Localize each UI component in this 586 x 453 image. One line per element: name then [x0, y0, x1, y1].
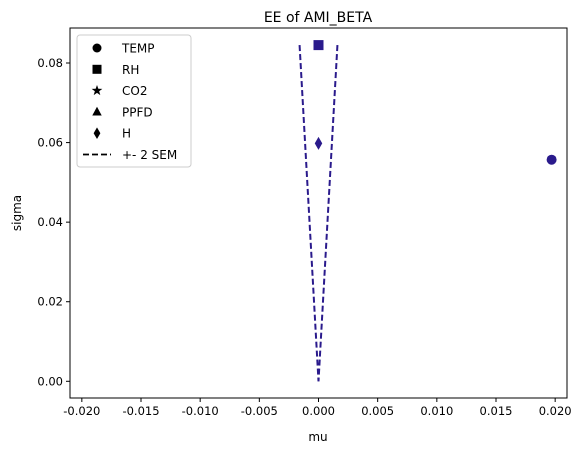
x-tick-label: -0.005 [241, 404, 278, 418]
x-tick-label: -0.015 [122, 404, 159, 418]
legend-marker-rh [92, 64, 102, 74]
plot-frame [69, 27, 568, 399]
legend-label: TEMP [121, 42, 155, 56]
legend: TEMP RH CO2 PPFD H +- 2 SEM [76, 34, 192, 168]
x-tick-label: -0.010 [182, 404, 219, 418]
x-tick-label: 0.000 [302, 404, 335, 418]
y-axis-label: sigma [10, 195, 24, 231]
legend-box [76, 34, 192, 168]
legend-marker-co2 [91, 84, 103, 96]
legend-label: H [122, 127, 131, 141]
x-tick-label: -0.020 [63, 404, 100, 418]
y-tick-label: 0.00 [37, 374, 63, 388]
x-tick-label: 0.015 [480, 404, 513, 418]
legend-marker-temp [92, 43, 102, 53]
data-point-temp [546, 154, 557, 165]
x-tick-label: 0.020 [539, 404, 572, 418]
y-tick-label: 0.08 [37, 56, 63, 70]
legend-label: PPFD [122, 105, 153, 119]
y-tick-label: 0.04 [37, 215, 63, 229]
legend-marker-ppfd [92, 106, 102, 116]
sem-line-left [298, 45, 320, 382]
x-tick-label: 0.005 [361, 404, 394, 418]
axis-ticks: -0.020 -0.015 -0.010 -0.005 0.000 0.005 0.010 0… [37, 56, 571, 418]
sem-line-right [317, 45, 339, 382]
plot-area [298, 40, 557, 382]
legend-label: RH [122, 63, 139, 77]
data-point-h [314, 136, 323, 150]
legend-marker-h [93, 127, 101, 140]
data-point-rh [313, 40, 324, 51]
y-tick-label: 0.06 [37, 136, 63, 150]
legend-label: +- 2 SEM [122, 148, 177, 162]
y-tick-label: 0.02 [37, 295, 63, 309]
x-tick-label: 0.010 [420, 404, 453, 418]
chart-title: EE of AMI_BETA [264, 10, 373, 26]
legend-label: CO2 [122, 84, 147, 98]
x-axis-label: mu [308, 430, 327, 444]
